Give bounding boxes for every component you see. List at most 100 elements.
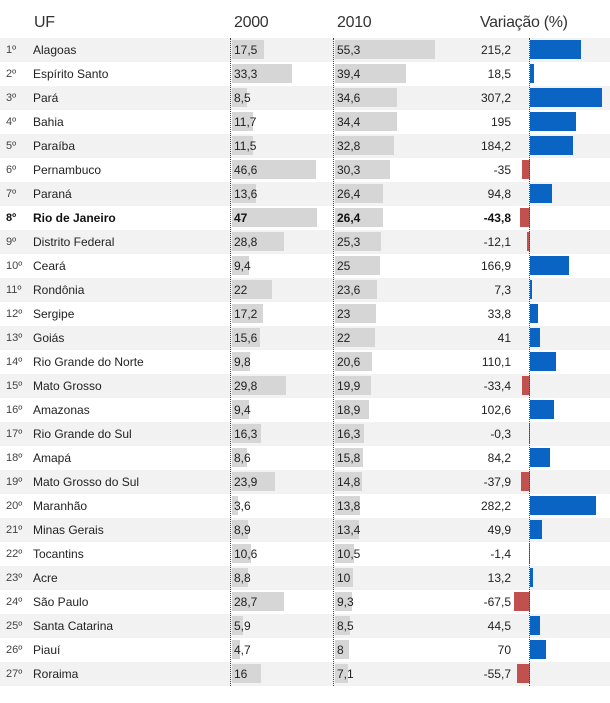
- bar-2000: [232, 304, 263, 323]
- value-2010: 13,4: [337, 523, 361, 537]
- rank-label: 5º: [6, 140, 17, 152]
- bar-2000: [232, 616, 243, 635]
- value-2010: 25: [337, 259, 351, 273]
- variation-value: -0,3: [490, 427, 511, 441]
- axis-line-zero: [529, 38, 530, 686]
- variation-bar: [530, 352, 556, 371]
- bar-2000: [232, 64, 292, 83]
- bar-2010: [335, 184, 383, 203]
- variation-bar: [530, 520, 542, 539]
- value-2000: 17,5: [234, 43, 258, 57]
- value-2010: 20,6: [337, 355, 361, 369]
- table-row: 10º Ceará 9,4 25 166,9: [0, 254, 610, 278]
- state-name: Goiás: [33, 331, 65, 345]
- bar-2000: [232, 88, 248, 107]
- rank-label: 17º: [6, 428, 23, 440]
- value-2000: 10,6: [234, 547, 258, 561]
- bar-2000: [232, 352, 250, 371]
- value-2000: 28,8: [234, 235, 258, 249]
- bar-2000: [232, 664, 261, 683]
- value-2010: 26,4: [337, 211, 361, 225]
- bar-2010: [335, 616, 351, 635]
- state-name: Mato Grosso do Sul: [33, 475, 140, 489]
- rank-label: 1º: [6, 44, 17, 56]
- state-name: Espírito Santo: [33, 67, 109, 81]
- variation-value: 84,2: [487, 451, 511, 465]
- bar-2010: [335, 208, 383, 227]
- variation-bar: [527, 232, 530, 251]
- rank-label: 23º: [6, 572, 23, 584]
- axis-line-2000: [230, 38, 231, 686]
- rank-label: 19º: [6, 476, 23, 488]
- value-2000: 22: [234, 283, 248, 297]
- bar-2010: [335, 568, 353, 587]
- variation-value: -33,4: [483, 379, 511, 393]
- bar-2000: [232, 544, 252, 563]
- rank-label: 27º: [6, 668, 23, 680]
- value-2010: 34,6: [337, 91, 361, 105]
- rank-label: 22º: [6, 548, 23, 560]
- bar-2010: [335, 136, 395, 155]
- rank-label: 15º: [6, 380, 23, 392]
- value-2000: 47: [234, 211, 248, 225]
- value-2010: 23: [337, 307, 351, 321]
- variation-value: 70: [497, 643, 511, 657]
- variation-bar: [530, 64, 535, 83]
- value-2000: 15,6: [234, 331, 258, 345]
- value-2010: 10: [337, 571, 351, 585]
- header-2000: 2000: [234, 14, 269, 31]
- value-2000: 28,7: [234, 595, 258, 609]
- value-2010: 8: [337, 643, 344, 657]
- bar-2010: [335, 304, 377, 323]
- table-row: 25º Santa Catarina 5,9 8,5 44,5: [0, 614, 610, 638]
- bar-2010: [335, 112, 397, 131]
- rank-label: 9º: [6, 236, 17, 248]
- variation-bar: [530, 88, 603, 107]
- variation-value: 7,3: [494, 283, 511, 297]
- axis-line-2010: [333, 38, 334, 686]
- table-row: 6º Pernambuco 46,6 30,3 -35: [0, 158, 610, 182]
- table-row: 24º São Paulo 28,7 9,3 -67,5: [0, 590, 610, 614]
- bar-2010: [335, 256, 380, 275]
- variation-value: 102,6: [480, 403, 511, 417]
- variation-value: 13,2: [487, 571, 511, 585]
- bar-2010: [335, 376, 371, 395]
- table-row: 3º Pará 8,5 34,6 307,2: [0, 86, 610, 110]
- variation-value: 41: [497, 331, 511, 345]
- rank-label: 12º: [6, 308, 23, 320]
- bar-2010: [335, 232, 381, 251]
- table-row: 18º Amapá 8,6 15,8 84,2: [0, 446, 610, 470]
- variation-value: 215,2: [480, 43, 511, 57]
- state-name: Rio Grande do Norte: [33, 355, 144, 369]
- value-2000: 9,4: [234, 403, 251, 417]
- value-2000: 16: [234, 667, 248, 681]
- variation-value: 18,5: [487, 67, 511, 81]
- bar-2000: [232, 448, 248, 467]
- bar-2010: [335, 520, 360, 539]
- rank-label: 7º: [6, 188, 17, 200]
- state-name: Roraima: [33, 667, 79, 681]
- bar-2010: [335, 448, 364, 467]
- table-row: 13º Goiás 15,6 22 41: [0, 326, 610, 350]
- value-2000: 5,9: [234, 619, 251, 633]
- value-2000: 9,4: [234, 259, 251, 273]
- header-variacao: Variação (%): [480, 14, 568, 31]
- rank-label: 24º: [6, 596, 23, 608]
- table-row: 8º Rio de Janeiro 47 26,4 -43,8: [0, 206, 610, 230]
- value-2000: 9,8: [234, 355, 251, 369]
- state-name: Amapá: [33, 451, 72, 465]
- data-table: 1º Alagoas 17,5 55,3 215,2 2º Espírito Santo 33…: [0, 38, 610, 686]
- variation-bar: [521, 160, 530, 179]
- variation-bar: [530, 40, 581, 59]
- rank-label: 3º: [6, 92, 17, 104]
- state-name: Paraná: [33, 187, 72, 201]
- state-name: Rio de Janeiro: [33, 211, 116, 225]
- state-name: Distrito Federal: [33, 235, 115, 249]
- bar-2010: [335, 328, 375, 347]
- value-2010: 14,8: [337, 475, 361, 489]
- value-2000: 8,5: [234, 91, 251, 105]
- variation-value: -37,9: [483, 475, 511, 489]
- bar-2010: [335, 88, 398, 107]
- rank-label: 26º: [6, 644, 23, 656]
- bar-2000: [232, 232, 284, 251]
